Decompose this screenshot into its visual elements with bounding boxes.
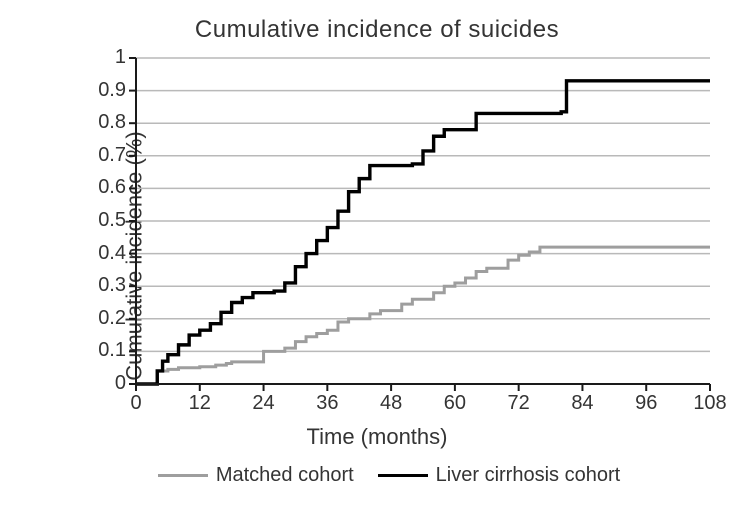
x-tick-label: 108 [690, 392, 730, 415]
y-tick-label: 0.2 [76, 307, 126, 330]
y-tick-label: 0.3 [76, 274, 126, 297]
legend-label: Matched cohort [216, 464, 354, 486]
chart-wrapper: { "title": "Cumulative incidence of suic… [0, 0, 754, 512]
y-tick-label: 0.9 [76, 79, 126, 102]
x-tick-label: 60 [435, 392, 475, 415]
x-tick-label: 84 [562, 392, 602, 415]
x-tick-label: 48 [371, 392, 411, 415]
x-tick-label: 36 [307, 392, 347, 415]
x-tick-label: 72 [499, 392, 539, 415]
x-tick-label: 12 [180, 392, 220, 415]
x-tick-label: 96 [626, 392, 666, 415]
legend: Matched cohort Liver cirrhosis cohort [0, 464, 754, 487]
x-tick-label: 24 [244, 392, 284, 415]
y-tick-label: 0.1 [76, 339, 126, 362]
legend-swatch [158, 474, 208, 477]
x-tick-label: 0 [116, 392, 156, 415]
x-axis-label: Time (months) [0, 424, 754, 450]
y-tick-label: 0.7 [76, 144, 126, 167]
y-tick-label: 1 [76, 46, 126, 69]
y-tick-label: 0.5 [76, 209, 126, 232]
y-tick-label: 0.6 [76, 176, 126, 199]
legend-swatch [378, 474, 428, 477]
plot-area [136, 58, 710, 384]
legend-label: Liver cirrhosis cohort [436, 464, 621, 486]
series-line [136, 81, 710, 384]
y-tick-label: 0.4 [76, 242, 126, 265]
y-tick-label: 0.8 [76, 111, 126, 134]
